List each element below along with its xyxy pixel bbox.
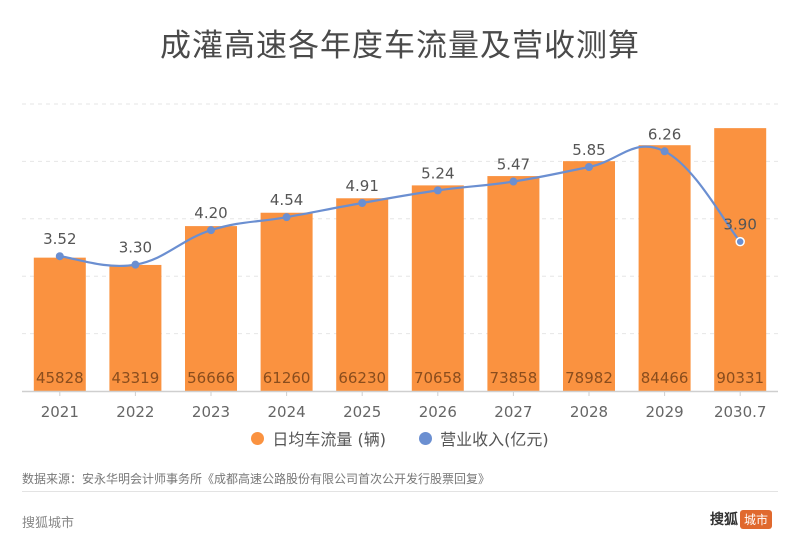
legend: 日均车流量 (辆) 营业收入(亿元) (0, 426, 800, 450)
gridlines (22, 103, 778, 335)
bar-label-2023: 56666 (187, 369, 235, 387)
revenue-point-2024 (282, 213, 291, 222)
bar-label-2025: 66230 (338, 369, 386, 387)
legend-label-traffic: 日均车流量 (辆) (272, 430, 386, 449)
logo-badge: 城市 (739, 509, 772, 529)
bar-2023 (185, 226, 237, 391)
x-tick-label-2027: 2027 (494, 403, 532, 421)
legend-label-revenue: 营业收入(亿元) (440, 430, 549, 449)
line-series (55, 145, 745, 269)
x-axis: 2021 2022 2023 2024 2025 2026 2027 2028 2029 2030… (22, 390, 778, 421)
revenue-point-2025 (358, 198, 367, 207)
bar-2021 (33, 257, 86, 391)
revenue-label-2023: 4.20 (194, 204, 227, 222)
revenue-label-2028: 5.85 (572, 141, 605, 159)
revenue-label-2027: 5.47 (497, 156, 530, 174)
x-tick-label-2026: 2026 (419, 403, 457, 421)
chart-title: 成灌高速各年度车流量及营收测算 (160, 28, 640, 64)
bar-label-2027: 73858 (490, 369, 538, 387)
bar-label-2021: 45828 (36, 369, 84, 387)
revenue-point-2023 (207, 226, 215, 235)
revenue-label-2030.7: 3.90 (723, 216, 756, 234)
bar-2028 (563, 161, 615, 391)
x-tick-label-2025: 2025 (343, 403, 381, 421)
revenue-point-2029 (660, 147, 669, 156)
bar-label-2029: 84466 (641, 369, 689, 387)
bar-2022 (109, 264, 162, 391)
revenue-line (59, 145, 742, 267)
bar-2026 (411, 185, 464, 391)
revenue-point-2026 (433, 186, 442, 195)
data-source-note: 数据来源：安永华明会计师事务所《成都高速公路股份有限公司首次公开发行股票回复》 (22, 472, 491, 486)
footer-divider (22, 491, 778, 492)
bar-2025 (336, 198, 389, 391)
footer-brand: 搜狐城市 (22, 516, 75, 531)
bar-value-labels: 45828 43319 56666 61260 66230 70658 73858 78982… (36, 369, 764, 387)
revenue-label-2026: 5.24 (421, 164, 454, 182)
revenue-point-2022 (131, 260, 140, 269)
x-tick-label-2024: 2024 (268, 403, 306, 421)
x-tick-label-2028: 2028 (570, 403, 608, 421)
revenue-point-2021 (55, 252, 64, 261)
sohu-city-logo: 搜狐 城市 (710, 509, 772, 529)
x-tick-label-2029: 2029 (646, 403, 684, 421)
revenue-point-2028 (585, 163, 593, 172)
logo-text: 搜狐 (709, 512, 738, 528)
bar-label-2022: 43319 (112, 369, 160, 387)
line-value-labels: 3.52 3.30 4.20 4.54 4.91 5.24 5.47 5.85 6.26 3.90 (43, 125, 757, 256)
legend-dot-blue-icon (419, 431, 433, 445)
bar-2024 (260, 212, 313, 391)
bar-label-2030.7: 90331 (716, 369, 764, 387)
legend-item-revenue[interactable]: 营业收入(亿元) (419, 426, 549, 450)
legend-dot-orange-icon (251, 431, 265, 445)
bar-2029 (638, 145, 691, 391)
revenue-label-2025: 4.91 (345, 177, 378, 195)
revenue-label-2029: 6.26 (648, 125, 681, 143)
bar-label-2028: 78982 (565, 369, 613, 387)
bar-2027 (487, 176, 540, 391)
bar-2030.7 (714, 128, 767, 392)
revenue-label-2022: 3.30 (119, 239, 152, 257)
x-tick-label-2021: 2021 (41, 403, 79, 421)
x-tick-label-2022: 2022 (116, 403, 154, 421)
bar-label-2024: 61260 (263, 369, 311, 387)
revenue-point-2030.7 (735, 236, 745, 247)
revenue-point-2027 (509, 177, 518, 186)
x-tick-label-2023: 2023 (192, 403, 230, 421)
bar-series (33, 128, 767, 392)
revenue-label-2021: 3.52 (43, 230, 76, 248)
bar-label-2026: 70658 (414, 369, 462, 387)
legend-item-traffic[interactable]: 日均车流量 (辆) (251, 426, 386, 450)
revenue-label-2024: 4.54 (270, 191, 303, 209)
x-tick-label-2030.7: 2030.7 (714, 403, 767, 421)
